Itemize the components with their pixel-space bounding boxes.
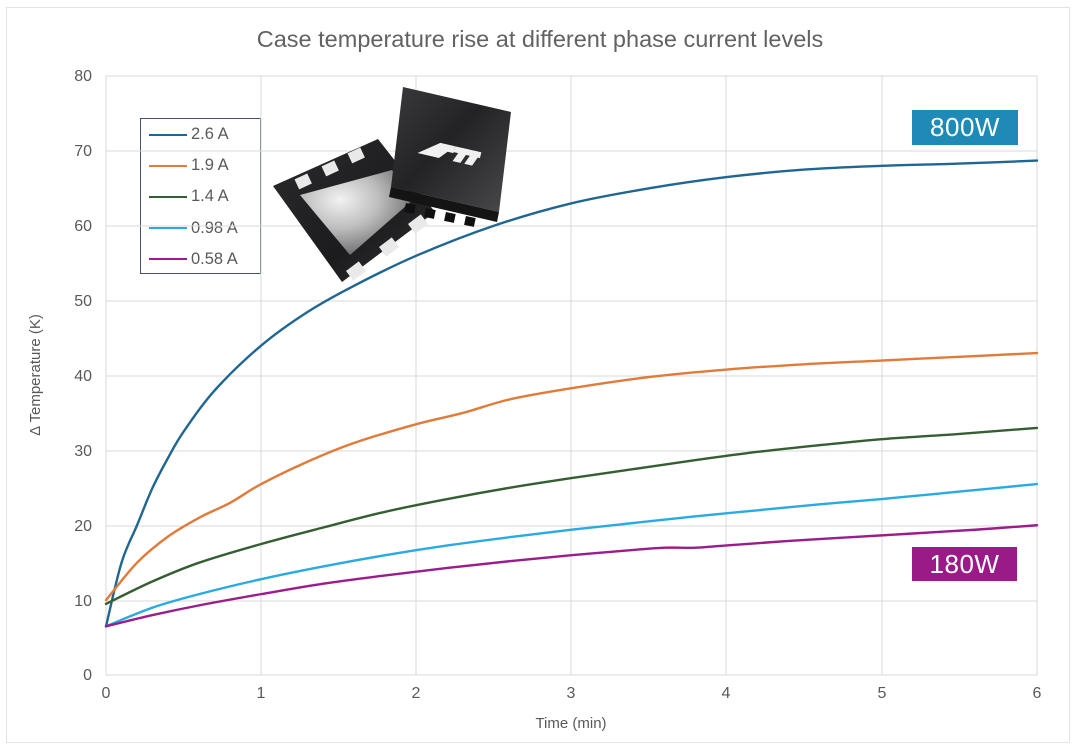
svg-text:Δ Temperature (K): Δ Temperature (K) — [27, 314, 44, 436]
svg-text:1: 1 — [257, 685, 266, 702]
svg-text:0: 0 — [83, 667, 92, 684]
svg-text:80: 80 — [74, 68, 92, 85]
svg-text:70: 70 — [74, 143, 92, 160]
svg-text:60: 60 — [74, 218, 92, 235]
svg-text:20: 20 — [74, 518, 92, 535]
svg-text:Time (min): Time (min) — [535, 715, 606, 732]
svg-text:10: 10 — [74, 593, 92, 610]
svg-text:6: 6 — [1033, 685, 1042, 702]
svg-text:4: 4 — [722, 685, 731, 702]
svg-text:2: 2 — [412, 685, 421, 702]
svg-text:3: 3 — [567, 685, 576, 702]
svg-text:0: 0 — [102, 685, 111, 702]
svg-text:30: 30 — [74, 443, 92, 460]
svg-text:5: 5 — [878, 685, 887, 702]
svg-text:40: 40 — [74, 368, 92, 385]
svg-text:50: 50 — [74, 293, 92, 310]
